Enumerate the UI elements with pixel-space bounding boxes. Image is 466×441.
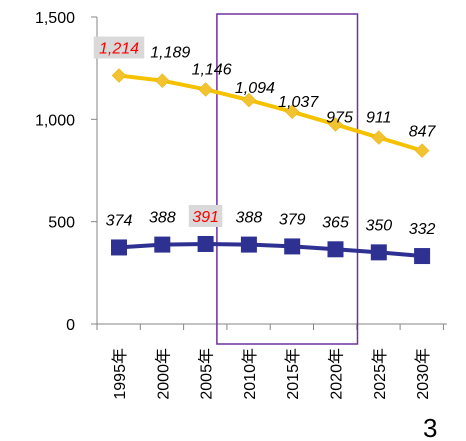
- x-tick-label: 2030年: [414, 348, 432, 400]
- x-tick-label: 2020年: [328, 348, 346, 400]
- series-layer: [111, 68, 431, 265]
- series-2-point: [240, 236, 257, 253]
- highlight-label-box: [93, 36, 145, 59]
- highlight-box: [216, 13, 359, 345]
- series-2-data-label: 388: [149, 210, 176, 227]
- x-tick-label: 2000年: [154, 348, 172, 400]
- series-2-point: [111, 239, 127, 256]
- series-1-point: [328, 117, 343, 132]
- series-1-data-label: 847: [409, 124, 437, 141]
- series-1-point: [111, 68, 127, 83]
- series-2-point: [284, 238, 301, 255]
- series-1-data-label: 911: [366, 110, 392, 127]
- series-1-point: [414, 143, 430, 159]
- series-2-point: [154, 236, 171, 253]
- series-1-data-label: 1,094: [235, 80, 275, 97]
- series-2-data-label: 365: [322, 214, 349, 231]
- highlight-label-box: [188, 204, 223, 227]
- series-2-data-label: 374: [106, 212, 133, 229]
- highlight-region: [216, 13, 359, 345]
- x-tick-label: 2015年: [284, 348, 302, 400]
- series-2-point: [197, 235, 214, 252]
- series-2-point: [414, 248, 431, 265]
- series-2-point: [370, 244, 387, 261]
- series-1-point: [284, 104, 300, 120]
- series-2-data-label: 350: [365, 217, 392, 234]
- series-1-point: [154, 73, 170, 89]
- y-tick-label: 500: [48, 215, 75, 232]
- x-tick-label: 2025年: [371, 348, 389, 400]
- x-tick-label: 2010年: [241, 348, 259, 400]
- series-2-data-label: 391: [192, 209, 219, 226]
- page-number: 3: [423, 413, 437, 441]
- series-2-data-label: 332: [409, 221, 436, 238]
- series-1-data-label: 1,189: [150, 45, 190, 62]
- y-tick-label: 0: [66, 317, 75, 334]
- x-tick-label: 2005年: [198, 348, 216, 400]
- series-1-data-label: 975: [326, 109, 353, 126]
- series-1-point: [198, 82, 213, 97]
- series-1-data-label: 1,146: [192, 61, 232, 78]
- series-1-line: [118, 73, 423, 153]
- series-1-data-label: 1,214: [99, 41, 139, 58]
- series-1-point: [371, 130, 387, 145]
- axes: 0 500 1,000 1,500 1995年 2000年 2005年 2010年 2015年 2…: [35, 10, 447, 400]
- y-tick-label: 1,000: [35, 112, 75, 129]
- series-1-data-label: 1,037: [278, 94, 319, 111]
- series-2-point: [327, 241, 344, 258]
- series-1-point: [241, 92, 257, 108]
- x-tick-label: 1995年: [111, 348, 129, 400]
- y-tick-label: 1,500: [35, 10, 75, 27]
- series-2-data-label: 388: [236, 210, 263, 227]
- series-2-data-label: 379: [279, 211, 306, 228]
